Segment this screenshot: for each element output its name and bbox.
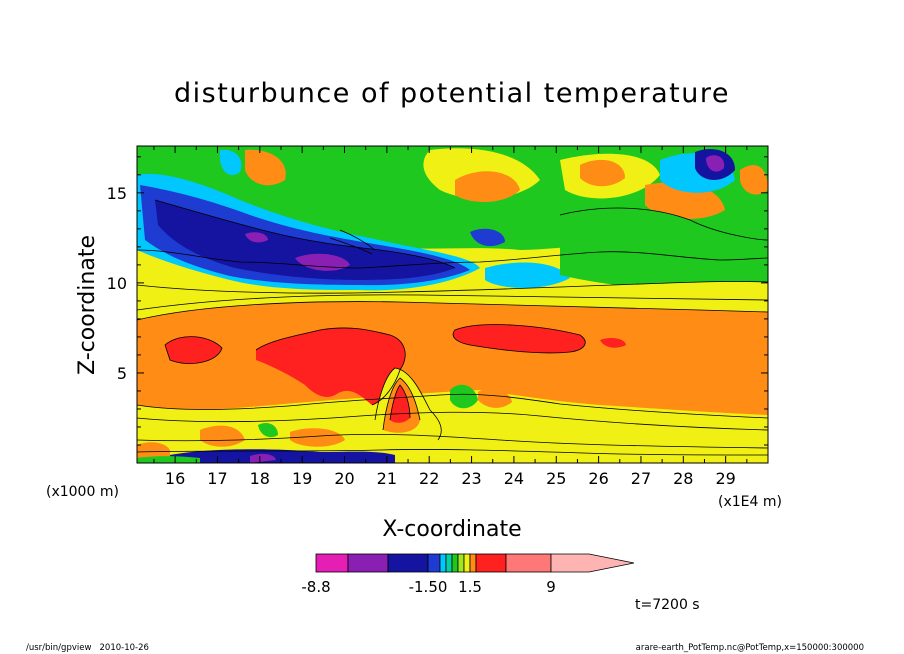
right-green-band xyxy=(560,208,768,291)
upper-orange-patch-1 xyxy=(455,171,520,202)
colorbar-label-3: 9 xyxy=(546,578,556,596)
upper-orange-patch-3 xyxy=(245,149,286,186)
wave-orange-patch xyxy=(478,388,512,408)
colorbar-swatch-10 xyxy=(475,553,507,573)
x-tick-label-4: 20 xyxy=(334,469,354,488)
x-tick-label-7: 23 xyxy=(461,469,481,488)
warm-core-left xyxy=(165,336,222,364)
colorbar-swatch-5 xyxy=(445,553,453,573)
colorbar-swatch-4 xyxy=(439,553,447,573)
colorbar-label-2: 1.5 xyxy=(458,578,482,596)
colorbar-swatch-2 xyxy=(387,553,429,573)
y-unit-label: (x1000 m) xyxy=(46,484,119,500)
footer-left: /usr/bin/gpview 2010-10-26 xyxy=(26,643,149,653)
plot-area xyxy=(137,146,768,463)
ground-green-band xyxy=(137,456,200,463)
colorbar-swatch-8 xyxy=(463,553,471,573)
y-axis-label: Z-coordinate xyxy=(75,235,100,375)
lower-orange-layer xyxy=(137,301,768,415)
x-tick-label-11: 27 xyxy=(631,469,651,488)
x-tick-label-8: 24 xyxy=(504,469,524,488)
colorbar-swatch-6 xyxy=(451,553,459,573)
x-tick-label-10: 26 xyxy=(588,469,608,488)
time-annotation: t=7200 s xyxy=(635,597,700,613)
cold-tongue-core xyxy=(155,200,455,280)
chart-title: disturbunce of potential temperature xyxy=(174,78,730,109)
colorbar-swatch-0 xyxy=(315,553,349,573)
ground-orange-patch-2 xyxy=(290,428,345,447)
x-tick-label-12: 28 xyxy=(673,469,693,488)
colorbar-arrow xyxy=(550,553,635,573)
colorbar-label-1: -1.50 xyxy=(409,578,448,596)
upper-orange-patch-2 xyxy=(580,159,625,187)
ground-purple-spot xyxy=(250,453,276,463)
colorbar-swatch-3 xyxy=(427,553,441,573)
colorbar-swatch-9 xyxy=(469,553,477,573)
lower-yellow-wedge xyxy=(137,394,768,463)
x-axis-label: X-coordinate xyxy=(382,517,521,542)
colorbar-swatch-11 xyxy=(505,553,552,573)
x-tick-label-3: 19 xyxy=(292,469,312,488)
y-tick-label-0: 5 xyxy=(117,364,127,383)
ground-orange-patch-1 xyxy=(200,425,245,447)
y-tick-label-2: 15 xyxy=(107,184,127,203)
x-unit-label: (x1E4 m) xyxy=(718,494,782,510)
x-tick-label-13: 29 xyxy=(715,469,735,488)
x-tick-label-1: 17 xyxy=(207,469,227,488)
warm-core-center xyxy=(256,327,406,405)
right-cyan-blob-1 xyxy=(485,262,570,288)
x-tick-label-2: 18 xyxy=(250,469,270,488)
right-blue-blob xyxy=(470,228,505,247)
x-tick-labels: 16 17 18 19 20 21 22 23 24 25 26 27 28 29 xyxy=(165,469,736,488)
warm-core-right xyxy=(453,324,586,353)
ground-blue-band xyxy=(170,449,395,463)
cold-tongue-purple-1 xyxy=(295,253,350,271)
warm-core-far-right xyxy=(600,337,626,348)
x-tick-label-5: 21 xyxy=(377,469,397,488)
plot-frame xyxy=(136,145,769,464)
x-tick-label-9: 25 xyxy=(546,469,566,488)
y-tick-label-1: 10 xyxy=(107,274,127,293)
ground-green-patch xyxy=(258,423,278,438)
wave-green-patch xyxy=(450,384,478,409)
upper-orange-patch-5 xyxy=(740,165,768,195)
contour-lines xyxy=(137,199,768,456)
y-axis xyxy=(137,156,768,446)
footer-right: arare-earth_PotTemp.nc@PotTemp,x=150000:… xyxy=(636,643,864,653)
colorbar-label-0: -8.8 xyxy=(301,578,330,596)
y-tick-labels: 5 10 15 xyxy=(107,184,127,383)
x-tick-label-6: 22 xyxy=(419,469,439,488)
cold-tongue-purple-2 xyxy=(245,232,268,243)
colorbar-labels: -8.8 -1.50 1.5 9 xyxy=(301,578,555,596)
upper-cyan-patch-1 xyxy=(219,149,242,176)
x-axis xyxy=(153,146,748,463)
colorbar xyxy=(315,553,635,573)
x-tick-label-0: 16 xyxy=(165,469,185,488)
colorbar-swatch-7 xyxy=(457,553,465,573)
upper-purple-spot xyxy=(706,155,725,172)
colorbar-swatch-1 xyxy=(347,553,389,573)
